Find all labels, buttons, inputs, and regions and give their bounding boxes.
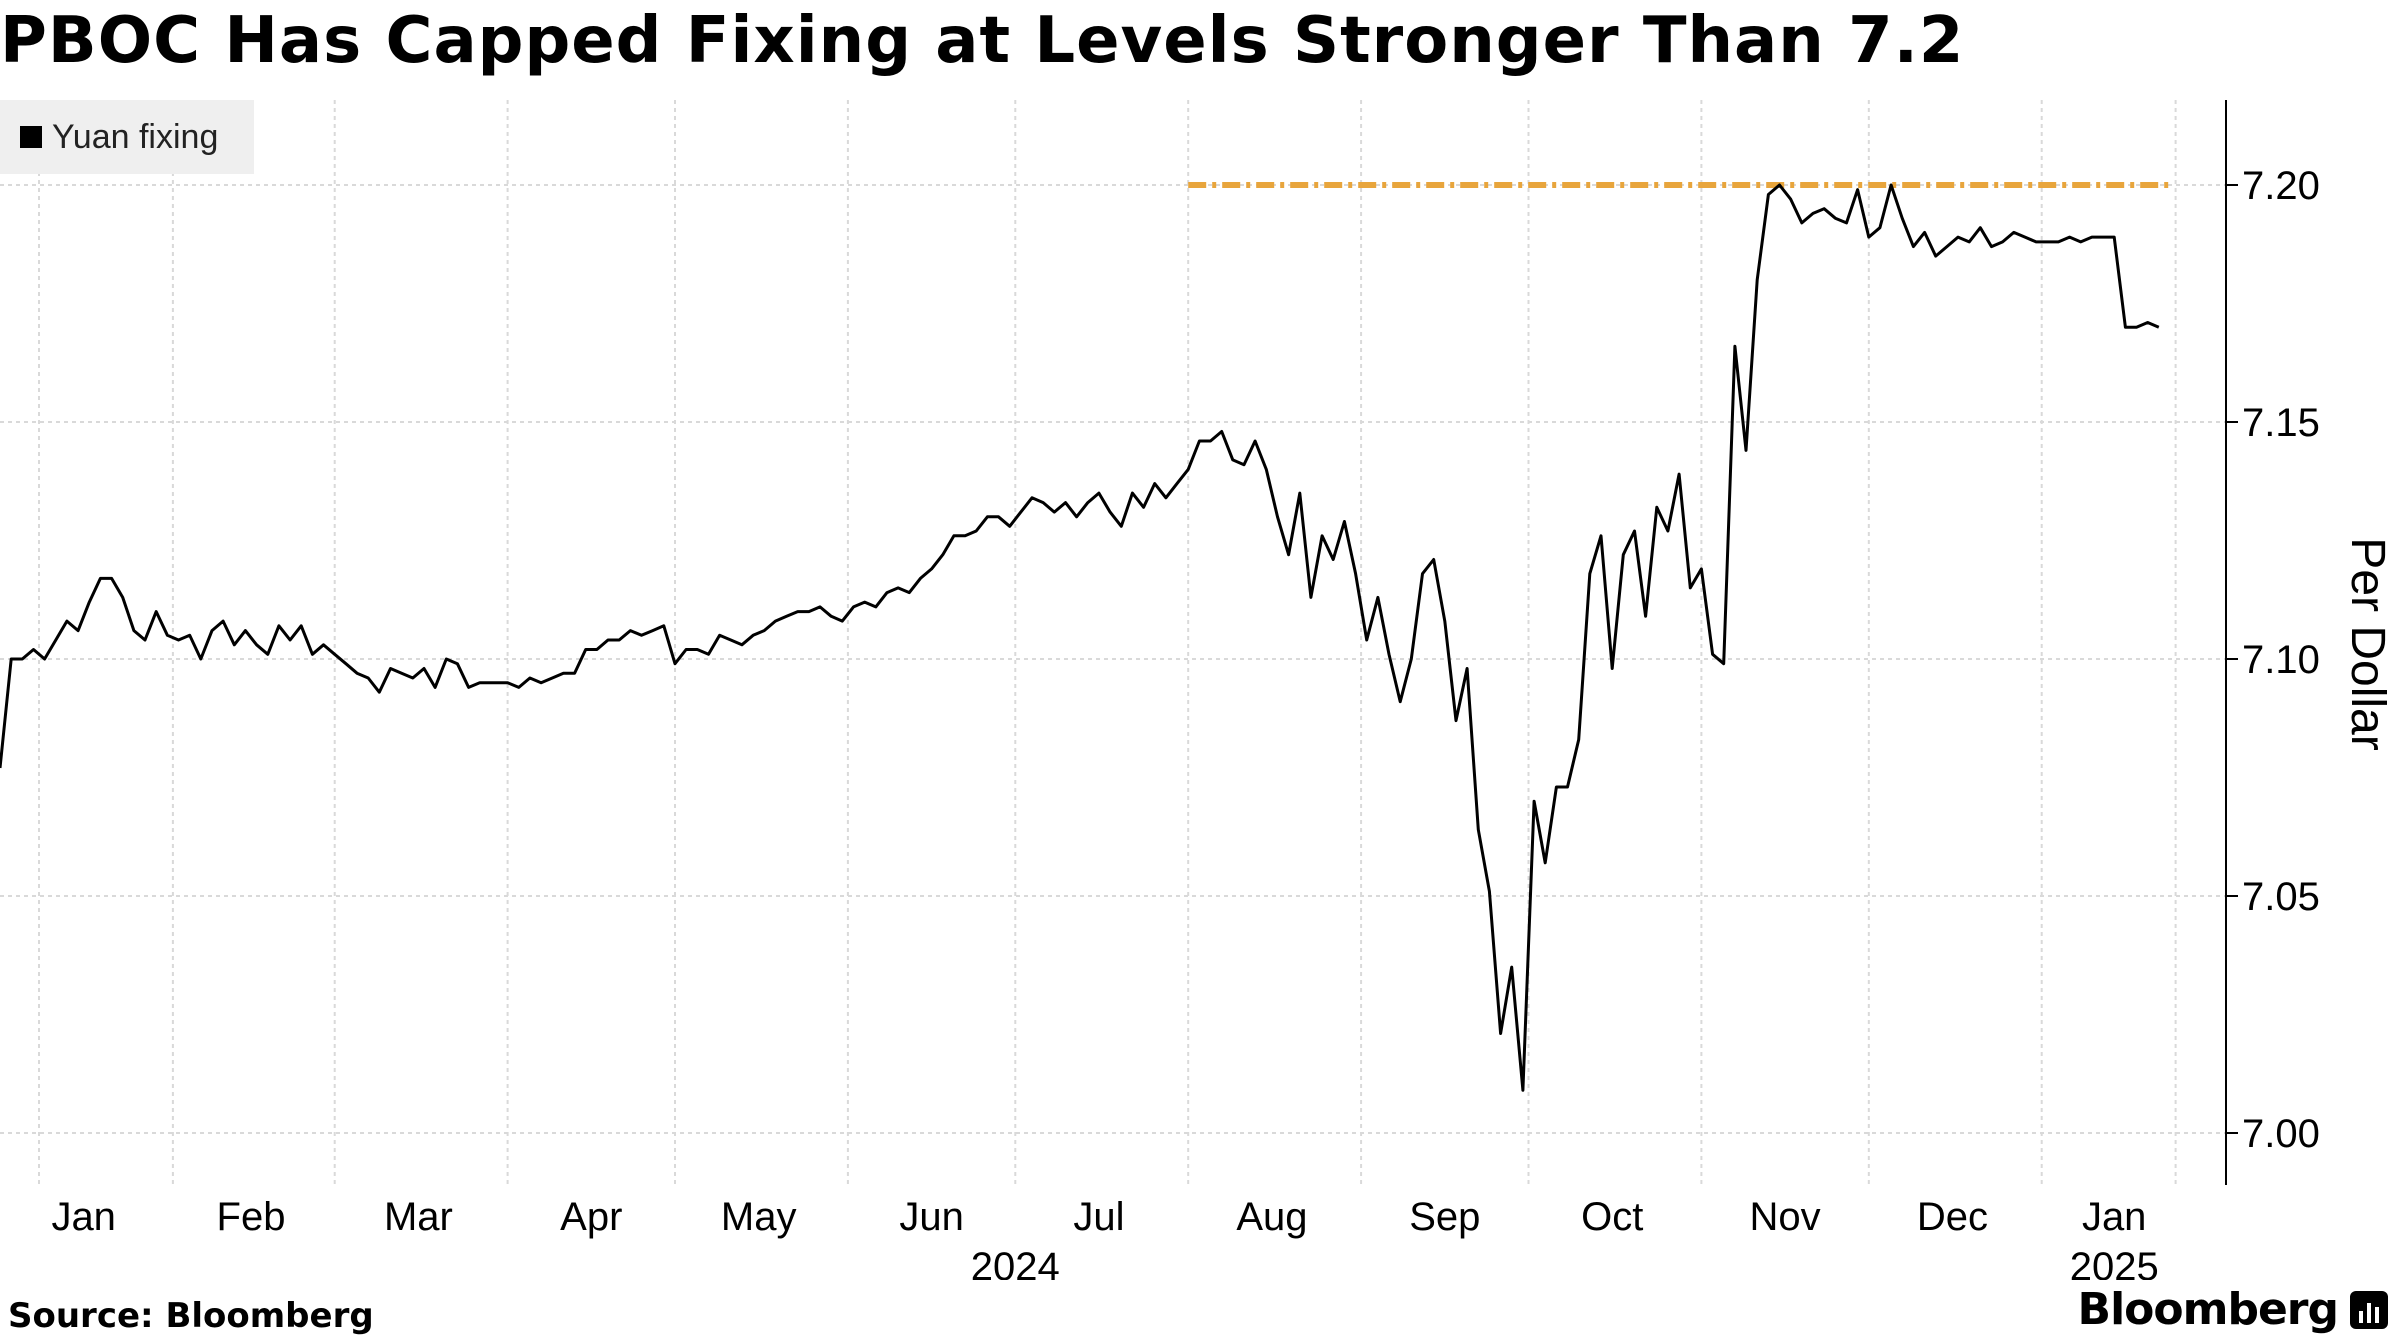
x-tick-label-8: Sep (1409, 1195, 1480, 1239)
y-tick-label-3: 7.15 (2242, 401, 2320, 445)
x-tick-label-3: Apr (560, 1195, 622, 1239)
legend-swatch (20, 126, 42, 148)
x-tick-label-10: Nov (1750, 1195, 1821, 1239)
y-tick-label-2: 7.10 (2242, 638, 2320, 682)
x-tick-label-0: Jan (51, 1195, 116, 1239)
x-tick-label-5: Jun (899, 1195, 964, 1239)
source-note: Source: Bloomberg (8, 1296, 374, 1336)
brand-name: Bloomberg (2077, 1284, 2339, 1335)
y-tick-label-1: 7.05 (2242, 875, 2320, 919)
x-tick-label-1: Feb (217, 1195, 286, 1239)
x-year-label-0: 2024 (971, 1245, 1060, 1280)
y-tick-label-0: 7.00 (2242, 1112, 2320, 1156)
x-tick-label-9: Oct (1581, 1195, 1643, 1239)
x-year-label-1: 2025 (2070, 1245, 2159, 1280)
x-tick-label-12: Jan (2082, 1195, 2147, 1239)
bloomberg-logo-icon (2350, 1290, 2388, 1329)
x-gridlines (38, 100, 2177, 1185)
x-axis-ticks: Jan Feb Mar Apr May Jun Jul Aug Sep Oct Nov Dec Jan 2… (51, 1195, 2158, 1280)
legend: Yuan fixing (0, 100, 254, 174)
series-line-yuan-fixing (0, 183, 2160, 1092)
y-gridlines (0, 184, 2226, 1134)
plot-area: 7.007.057.107.157.20 Jan Feb Mar Apr May Jun J… (0, 100, 2394, 1280)
legend-label: Yuan fixing (52, 117, 219, 156)
brand: Bloomberg (2078, 1284, 2388, 1335)
x-tick-label-11: Dec (1917, 1195, 1988, 1239)
x-tick-label-4: May (721, 1195, 797, 1239)
y-axis-ticks: 7.00 7.05 7.10 7.15 7.20 (2226, 164, 2320, 1156)
chart-title: PBOC Has Capped Fixing at Levels Stronge… (0, 4, 1965, 78)
x-tick-label-7: Aug (1236, 1195, 1307, 1239)
x-tick-label-2: Mar (384, 1195, 453, 1239)
y-tick-label-4: 7.20 (2242, 164, 2320, 208)
y-axis-label: Per Dollar (2341, 537, 2394, 750)
x-tick-label-6: Jul (1073, 1195, 1124, 1239)
